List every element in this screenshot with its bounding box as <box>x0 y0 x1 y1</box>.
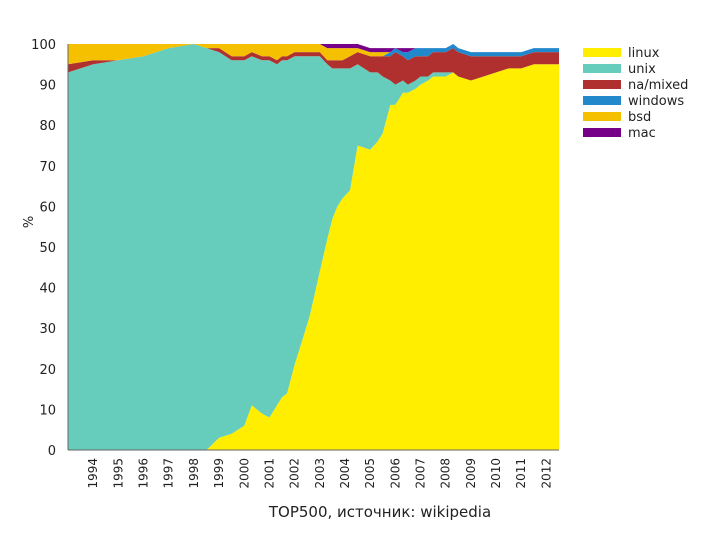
x-tick-label: 2011 <box>514 458 528 489</box>
y-tick-label: 0 <box>48 444 56 459</box>
x-tick-label: 2007 <box>414 458 428 489</box>
x-tick-label: 2006 <box>388 458 402 489</box>
x-tick-label: 2008 <box>439 458 453 489</box>
y-ticks: 0 10 20 30 40 50 60 70 80 90 100 <box>31 38 56 459</box>
area-na-mixed <box>68 44 559 85</box>
y-tick-label: 80 <box>39 119 56 134</box>
x-tick-label: 2012 <box>539 458 553 489</box>
x-tick-label: 1996 <box>137 458 151 489</box>
y-tick-label: 10 <box>39 403 56 418</box>
legend-swatch-bsd <box>583 112 621 121</box>
y-tick-label: 90 <box>39 79 56 94</box>
legend-label-windows: windows <box>628 94 684 109</box>
y-tick-label: 40 <box>39 282 56 297</box>
legend-swatch-linux <box>583 48 621 57</box>
area-unix <box>68 44 559 450</box>
x-tick-label: 2001 <box>262 458 276 489</box>
x-tick-label: 2003 <box>313 458 327 489</box>
area-linux <box>68 64 559 451</box>
y-axis-label: % <box>22 216 37 228</box>
x-tick-label: 2000 <box>237 458 251 489</box>
chart-caption: TOP500, источник: wikipedia <box>268 503 492 521</box>
legend-swatch-mac <box>583 128 621 137</box>
x-tick-label: 1998 <box>187 458 201 489</box>
legend-label-na-mixed: na/mixed <box>628 78 688 93</box>
legend-label-bsd: bsd <box>628 110 651 125</box>
x-tick-label: 2005 <box>363 458 377 489</box>
legend-swatch-windows <box>583 96 621 105</box>
x-tick-label: 1997 <box>162 458 176 489</box>
legend-label-unix: unix <box>628 62 656 77</box>
x-tick-label: 2010 <box>489 458 503 489</box>
legend-label-linux: linux <box>628 46 660 61</box>
y-tick-label: 20 <box>39 363 56 378</box>
x-tick-label: 1994 <box>86 458 100 489</box>
x-tick-label: 2004 <box>338 458 352 489</box>
area-windows <box>68 44 559 65</box>
legend-swatch-unix <box>583 64 621 73</box>
y-tick-label: 50 <box>39 241 56 256</box>
x-tick-label: 2002 <box>288 458 302 489</box>
chart-areas <box>68 44 559 451</box>
area-bsd <box>68 44 559 65</box>
legend-swatch-na-mixed <box>583 80 621 89</box>
y-tick-label: 60 <box>39 200 56 215</box>
y-tick-label: 70 <box>39 160 56 175</box>
x-tick-label: 1999 <box>212 458 226 489</box>
y-tick-label: 100 <box>31 38 56 53</box>
x-tick-label: 1995 <box>111 458 125 489</box>
chart-axes <box>67 44 559 451</box>
x-ticks: 1994 1995 1996 1997 1998 1999 2000 2001 2002 2003… <box>86 458 553 489</box>
x-tick-label: 2009 <box>464 458 478 489</box>
y-tick-label: 30 <box>39 322 56 337</box>
legend-label-mac: mac <box>628 126 656 141</box>
